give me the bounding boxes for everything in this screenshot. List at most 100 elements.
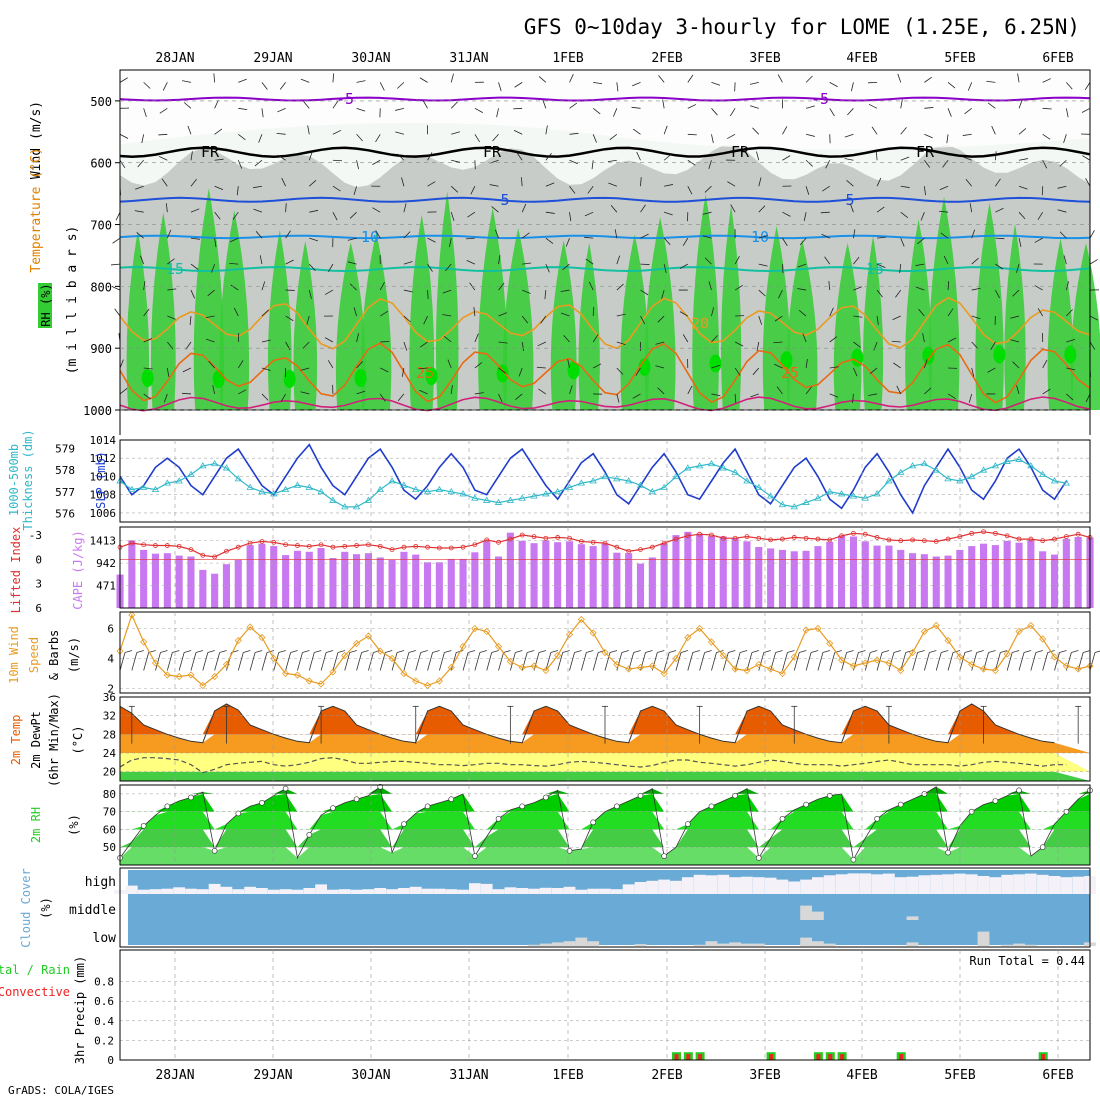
cape-bar: [566, 541, 573, 608]
cloud-cover-bar-high: [753, 877, 765, 894]
surface-wind-barb: [380, 653, 385, 671]
cloud-cover-bar-high: [990, 877, 1002, 894]
cloud-cover-bar-high: [256, 888, 268, 894]
rh-point: [709, 804, 714, 809]
contour-label: FR: [201, 143, 220, 161]
surface-wind-barb: [463, 653, 468, 671]
surface-wind-barb-flag: [397, 651, 404, 653]
cape-bar: [412, 555, 419, 608]
precip-convective-bar: [840, 1054, 844, 1060]
cape-bar: [1004, 541, 1011, 608]
upper-y-axis-label: (m i l l i b a r s): [65, 226, 80, 375]
surface-wind-barb-flag: [929, 651, 936, 653]
rh-point: [851, 857, 856, 862]
cloud-cover-bar-low: [812, 941, 824, 946]
cloud-cover-bar-low: [694, 945, 706, 946]
cape-bar: [838, 536, 845, 608]
temp-tick-label: 24: [103, 747, 117, 760]
rh-point: [165, 804, 170, 809]
cloud-cover-bar-high: [327, 890, 339, 894]
cloud-cover-bar-high: [635, 882, 647, 894]
precip-tick-label: 0.6: [94, 995, 114, 1008]
cape-bar: [968, 546, 975, 608]
cape-bar: [176, 556, 183, 608]
surface-wind-barb-flag: [160, 651, 167, 653]
cloud-high-label: high: [85, 875, 116, 890]
surface-wind-barb: [759, 653, 764, 671]
surface-wind-barb-flag: [208, 651, 215, 653]
cape-bar: [400, 552, 407, 608]
cape-bar: [826, 542, 833, 608]
cloud-cover-bar-high: [126, 886, 138, 894]
cloud-cover-bar-low: [753, 944, 765, 946]
cloud-cover-bar-high: [339, 889, 351, 894]
surface-wind-barb-flag: [918, 651, 925, 653]
rh-point: [946, 850, 951, 855]
surface-wind-barb: [357, 653, 362, 671]
cape-bar: [507, 533, 514, 608]
surface-wind-barb: [735, 653, 740, 671]
surface-wind-barb: [238, 653, 243, 671]
bottom-date-label: 1FEB: [552, 1068, 583, 1083]
surface-wind-barb-flag: [977, 651, 984, 653]
surface-wind-barb-flag: [563, 651, 570, 653]
cape-bar: [199, 570, 206, 608]
rh-point: [449, 797, 454, 802]
surface-wind-barb-flag: [1083, 651, 1090, 653]
surface-wind-barb: [593, 653, 598, 671]
surface-wind-barb-flag: [551, 651, 558, 653]
cape-bar: [672, 535, 679, 608]
surface-wind-barb-flag: [681, 651, 688, 653]
cloud-cover-bar-high: [268, 890, 280, 894]
cape-bar: [258, 544, 265, 608]
surface-wind-barb-flag: [610, 651, 617, 653]
precip-tick-label: 0.2: [94, 1034, 114, 1047]
upper-wind-barb: [1090, 259, 1098, 264]
li-tick-label: 0: [35, 553, 42, 566]
upper-rh-label: RH (%): [39, 283, 53, 326]
cape-bar: [235, 560, 242, 608]
rh-point: [520, 804, 525, 809]
top-date-label: 29JAN: [253, 51, 292, 66]
contour-label: -5: [811, 90, 829, 108]
cape-bar: [247, 545, 254, 608]
cape-bar: [1051, 555, 1058, 608]
cloud-cover-bar-high: [930, 875, 942, 894]
rh-point: [614, 804, 619, 809]
cloud-cover-bar-high: [848, 873, 860, 894]
contour-label: 25: [416, 364, 434, 382]
cape-bar: [578, 544, 585, 608]
cloud-cover-bar-high: [800, 880, 812, 894]
temp-unit-label: (°C): [71, 726, 85, 755]
surface-wind-barb-flag: [575, 651, 582, 653]
surface-wind-barb-flag: [989, 651, 996, 653]
rh-point: [993, 799, 998, 804]
surface-wind-barb: [581, 653, 586, 671]
cloud-cover-bar-high: [1049, 876, 1061, 894]
cloud-cover-bar-high: [528, 889, 540, 894]
cape-bar: [353, 554, 360, 608]
rh-point: [875, 816, 880, 821]
upper-wind-barb: [333, 160, 342, 161]
cloud-cover-bar-high: [540, 888, 552, 894]
cloud-cover-bar-high: [919, 875, 931, 894]
rh-high-cell: [355, 369, 367, 387]
precip-run-total: Run Total = 0.44: [969, 954, 1085, 968]
surface-wind-barb: [309, 653, 314, 671]
dewpt-label: 2m DewPt: [29, 711, 43, 769]
surface-wind-barb: [688, 653, 693, 671]
surface-wind-barb: [191, 653, 196, 671]
cloud-cover-bar-high: [185, 889, 197, 894]
cloud-cover-bar-high: [1060, 877, 1072, 894]
rh-point: [330, 806, 335, 811]
rh-point: [780, 816, 785, 821]
rh-high-cell: [709, 354, 721, 372]
cape-bar: [874, 546, 881, 608]
thickness-axis-label: 1000-500mb: [7, 444, 21, 516]
cloud-cover-bar-middle: [907, 916, 919, 920]
cloud-cover-bar-high: [173, 887, 185, 894]
cape-bar: [436, 562, 443, 608]
thickness-tick-label: 578: [55, 464, 75, 477]
cloud-cover-bar-low: [1025, 945, 1037, 946]
